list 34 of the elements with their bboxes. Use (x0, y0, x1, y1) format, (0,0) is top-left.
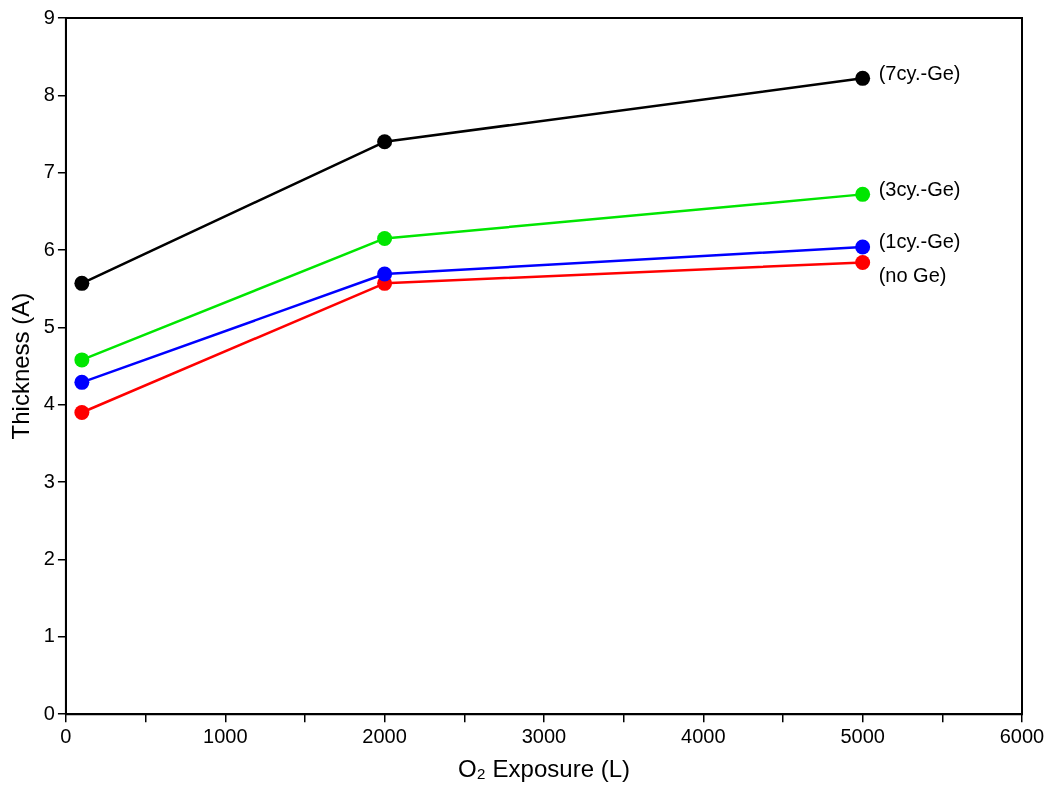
point (377, 266, 393, 282)
y-tick-label: 1 (43, 624, 55, 647)
y-tick-label: 3 (43, 469, 55, 492)
y-tick-label: 6 (43, 237, 55, 260)
point (855, 186, 871, 202)
series-label: (3cy.-Ge) (878, 177, 961, 200)
series-label: (1cy.-Ge) (878, 230, 961, 253)
x-tick-label: 1000 (203, 724, 248, 747)
point (855, 254, 871, 270)
point (74, 405, 90, 421)
x-tick-label: 5000 (840, 724, 885, 747)
x-tick-label: 6000 (999, 724, 1045, 747)
series-label: (no Ge) (878, 263, 947, 286)
y-tick-label: 9 (43, 5, 55, 28)
x-axis-title: O₂ Exposure (L) (457, 755, 630, 783)
point (74, 352, 90, 368)
point (74, 275, 90, 291)
point (74, 374, 90, 390)
y-tick-label: 8 (43, 82, 55, 105)
point (377, 230, 393, 246)
y-tick-label: 5 (43, 314, 55, 337)
series-label: (7cy.-Ge) (878, 61, 961, 84)
point (377, 134, 393, 150)
y-tick-label: 4 (43, 392, 55, 415)
y-tick-label: 2 (43, 547, 55, 569)
point (855, 239, 871, 255)
y-tick-label: 0 (43, 701, 55, 724)
x-tick-label: 0 (60, 724, 72, 747)
y-axis-title: Thickness (A) (7, 292, 35, 440)
point (855, 70, 871, 86)
x-tick-label: 3000 (521, 724, 567, 747)
x-tick-label: 2000 (362, 724, 407, 747)
y-tick-label: 7 (43, 160, 55, 183)
x-tick-label: 4000 (681, 724, 726, 747)
